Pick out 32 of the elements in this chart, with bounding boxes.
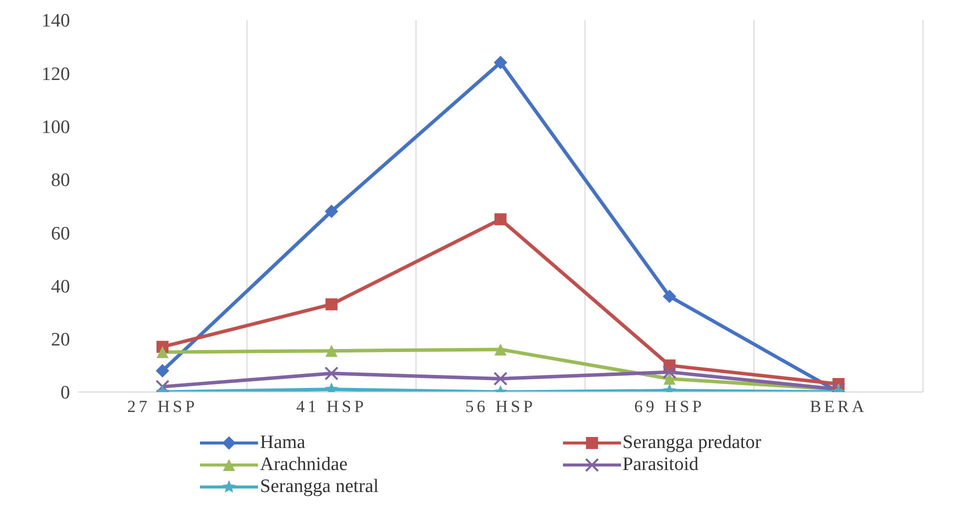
point bbox=[325, 204, 338, 218]
legend-label: Arachnidae bbox=[260, 454, 348, 476]
point bbox=[494, 213, 506, 226]
point bbox=[156, 364, 169, 378]
point bbox=[662, 365, 676, 380]
legend-label: Hama bbox=[260, 432, 306, 454]
x-tick-label: 69 HSP bbox=[634, 397, 705, 416]
legend-label: Serangga predator bbox=[622, 432, 762, 454]
y-tick-label: 0 bbox=[60, 382, 70, 404]
point bbox=[494, 343, 506, 356]
point bbox=[664, 372, 676, 385]
x-tick-label: 27 HSP bbox=[127, 397, 198, 416]
point bbox=[494, 372, 508, 386]
x-tick-label: 41 HSP bbox=[296, 397, 367, 416]
point bbox=[324, 366, 338, 380]
point bbox=[326, 344, 338, 357]
y-tick-label: 120 bbox=[42, 64, 70, 85]
point bbox=[494, 56, 507, 70]
point bbox=[663, 290, 676, 303]
y-tick-label: 140 bbox=[42, 10, 70, 32]
x-tick-label: BERA bbox=[810, 397, 868, 416]
y-tick-label: 20 bbox=[51, 330, 70, 351]
point bbox=[326, 298, 338, 310]
y-tick-label: 60 bbox=[51, 223, 70, 244]
legend-label: Serangga netral bbox=[260, 476, 379, 498]
y-tick-label: 100 bbox=[42, 117, 70, 138]
y-tick-label: 80 bbox=[51, 170, 70, 192]
x-tick-label: 56 HSP bbox=[465, 397, 536, 416]
y-tick-label: 40 bbox=[51, 276, 70, 298]
point bbox=[156, 380, 170, 392]
legend-label: Parasitoid bbox=[622, 454, 698, 476]
point bbox=[156, 346, 168, 358]
